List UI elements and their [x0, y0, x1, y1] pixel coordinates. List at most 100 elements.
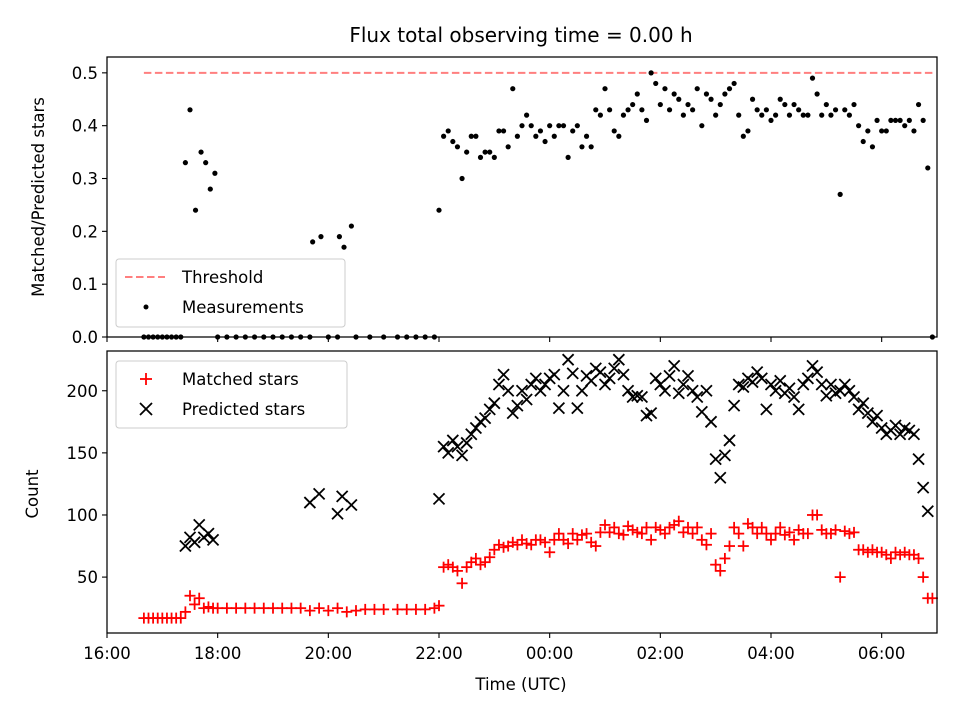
matched-star-point: [894, 549, 906, 561]
legend-predicted-swatch: [139, 402, 153, 416]
measurement-point: [336, 234, 342, 240]
measurement-point: [745, 128, 751, 134]
legend-matched-label: Matched stars: [182, 370, 299, 389]
measurement-point: [883, 128, 889, 134]
predicted-star-point: [649, 372, 662, 385]
measurement-point: [731, 80, 737, 87]
predicted-star-point: [312, 487, 326, 500]
predicted-star-point: [691, 390, 704, 404]
measurement-point: [496, 128, 502, 134]
legend-threshold-label: Threshold: [181, 268, 263, 287]
predicted-star-point: [769, 384, 782, 397]
predicted-star-point: [506, 406, 519, 420]
measurement-point: [800, 112, 806, 118]
predicted-star-point: [672, 387, 685, 400]
matched-star-point: [239, 602, 251, 614]
matched-star-point: [866, 544, 878, 556]
matched-star-point: [378, 603, 390, 615]
measurement-point: [809, 75, 816, 81]
predicted-star-point: [797, 378, 810, 391]
predicted-star-point: [644, 406, 658, 420]
measurement-point: [203, 160, 209, 166]
matched-star-point: [511, 539, 523, 551]
matched-star-point: [534, 534, 546, 546]
measurement-point: [796, 107, 802, 113]
measurement-point: [487, 149, 493, 155]
predicted-star-point: [603, 372, 616, 385]
top-panel: 0.0 0.1 0.2 0.3 0.4 0.5 Matched/Predicted sta…: [29, 56, 938, 347]
predicted-star-point: [483, 403, 496, 416]
predicted-star-point: [621, 384, 635, 397]
top-axes-frame: [106, 56, 938, 338]
measurement-point: [611, 128, 617, 134]
predicted-star-point: [575, 384, 589, 397]
matched-star-point: [544, 546, 556, 558]
measurement-point: [505, 144, 511, 150]
measurement-point: [519, 123, 525, 129]
matched-star-point: [442, 559, 454, 571]
matched-star-point: [401, 603, 413, 615]
measurement-point: [198, 149, 204, 155]
measurement-point: [906, 117, 912, 123]
matched-star-point: [636, 528, 648, 540]
matched-star-point: [677, 526, 689, 538]
measurement-point: [851, 101, 857, 108]
matched-star-point: [456, 577, 468, 589]
measurement-point: [915, 101, 922, 108]
predicted-star-point: [525, 378, 538, 391]
predicted-star-point: [746, 375, 759, 389]
matched-star-point: [581, 528, 593, 540]
predicted-star-point: [787, 390, 801, 404]
matched-star-point: [548, 534, 560, 546]
predicted-star-point: [681, 369, 695, 382]
predicted-star-point: [331, 507, 344, 520]
measurement-point: [666, 107, 673, 113]
matched-star-point: [830, 524, 842, 536]
matched-star-point: [857, 544, 869, 556]
predicted-star-point: [663, 369, 676, 382]
matched-star-point: [184, 590, 196, 602]
matched-star-point: [779, 529, 791, 541]
predicted-star-point: [529, 372, 542, 385]
predicted-star-point: [834, 384, 847, 397]
measurement-point: [445, 128, 451, 134]
matched-star-point: [470, 552, 482, 564]
matched-star-point: [802, 528, 814, 540]
measurement-point: [542, 138, 548, 145]
bottom-y-tick-label: 200: [67, 382, 99, 401]
matched-star-point: [267, 602, 279, 614]
measurement-point: [722, 91, 728, 97]
legend-predicted-label: Predicted stars: [182, 400, 305, 419]
measurement-point: [500, 128, 507, 134]
matched-star-point: [571, 534, 583, 546]
predicted-star-point: [686, 384, 699, 397]
predicted-star-point: [502, 384, 515, 397]
predicted-star-point: [737, 380, 750, 394]
predicted-star-point: [594, 365, 607, 379]
matched-star-point: [221, 602, 233, 614]
measurement-point: [551, 133, 557, 139]
matched-star-point: [498, 541, 510, 553]
predicted-star-point: [455, 449, 469, 462]
matched-star-point: [175, 612, 187, 624]
matched-star-point: [350, 605, 362, 617]
matched-star-point: [539, 536, 551, 548]
predicted-star-point: [432, 492, 446, 505]
bottom-y-axis-label: Count: [23, 469, 42, 519]
bottom-y-tick-label: 100: [67, 506, 99, 525]
predicted-star-point: [709, 452, 722, 466]
matched-star-point: [249, 602, 261, 614]
matched-star-point: [645, 534, 657, 546]
predicted-star-point: [760, 403, 773, 416]
matched-star-point: [843, 528, 855, 540]
predicted-star-point: [635, 390, 649, 404]
measurement-point: [740, 133, 746, 139]
matched-star-point: [627, 524, 639, 536]
measurement-point: [607, 107, 613, 113]
predicted-star-point: [810, 365, 824, 379]
x-axis-label: Time (UTC): [474, 675, 566, 694]
matched-star-point: [687, 528, 699, 540]
measurement-point: [625, 107, 631, 113]
matched-star-point: [599, 519, 611, 531]
matched-star-point: [553, 528, 565, 540]
